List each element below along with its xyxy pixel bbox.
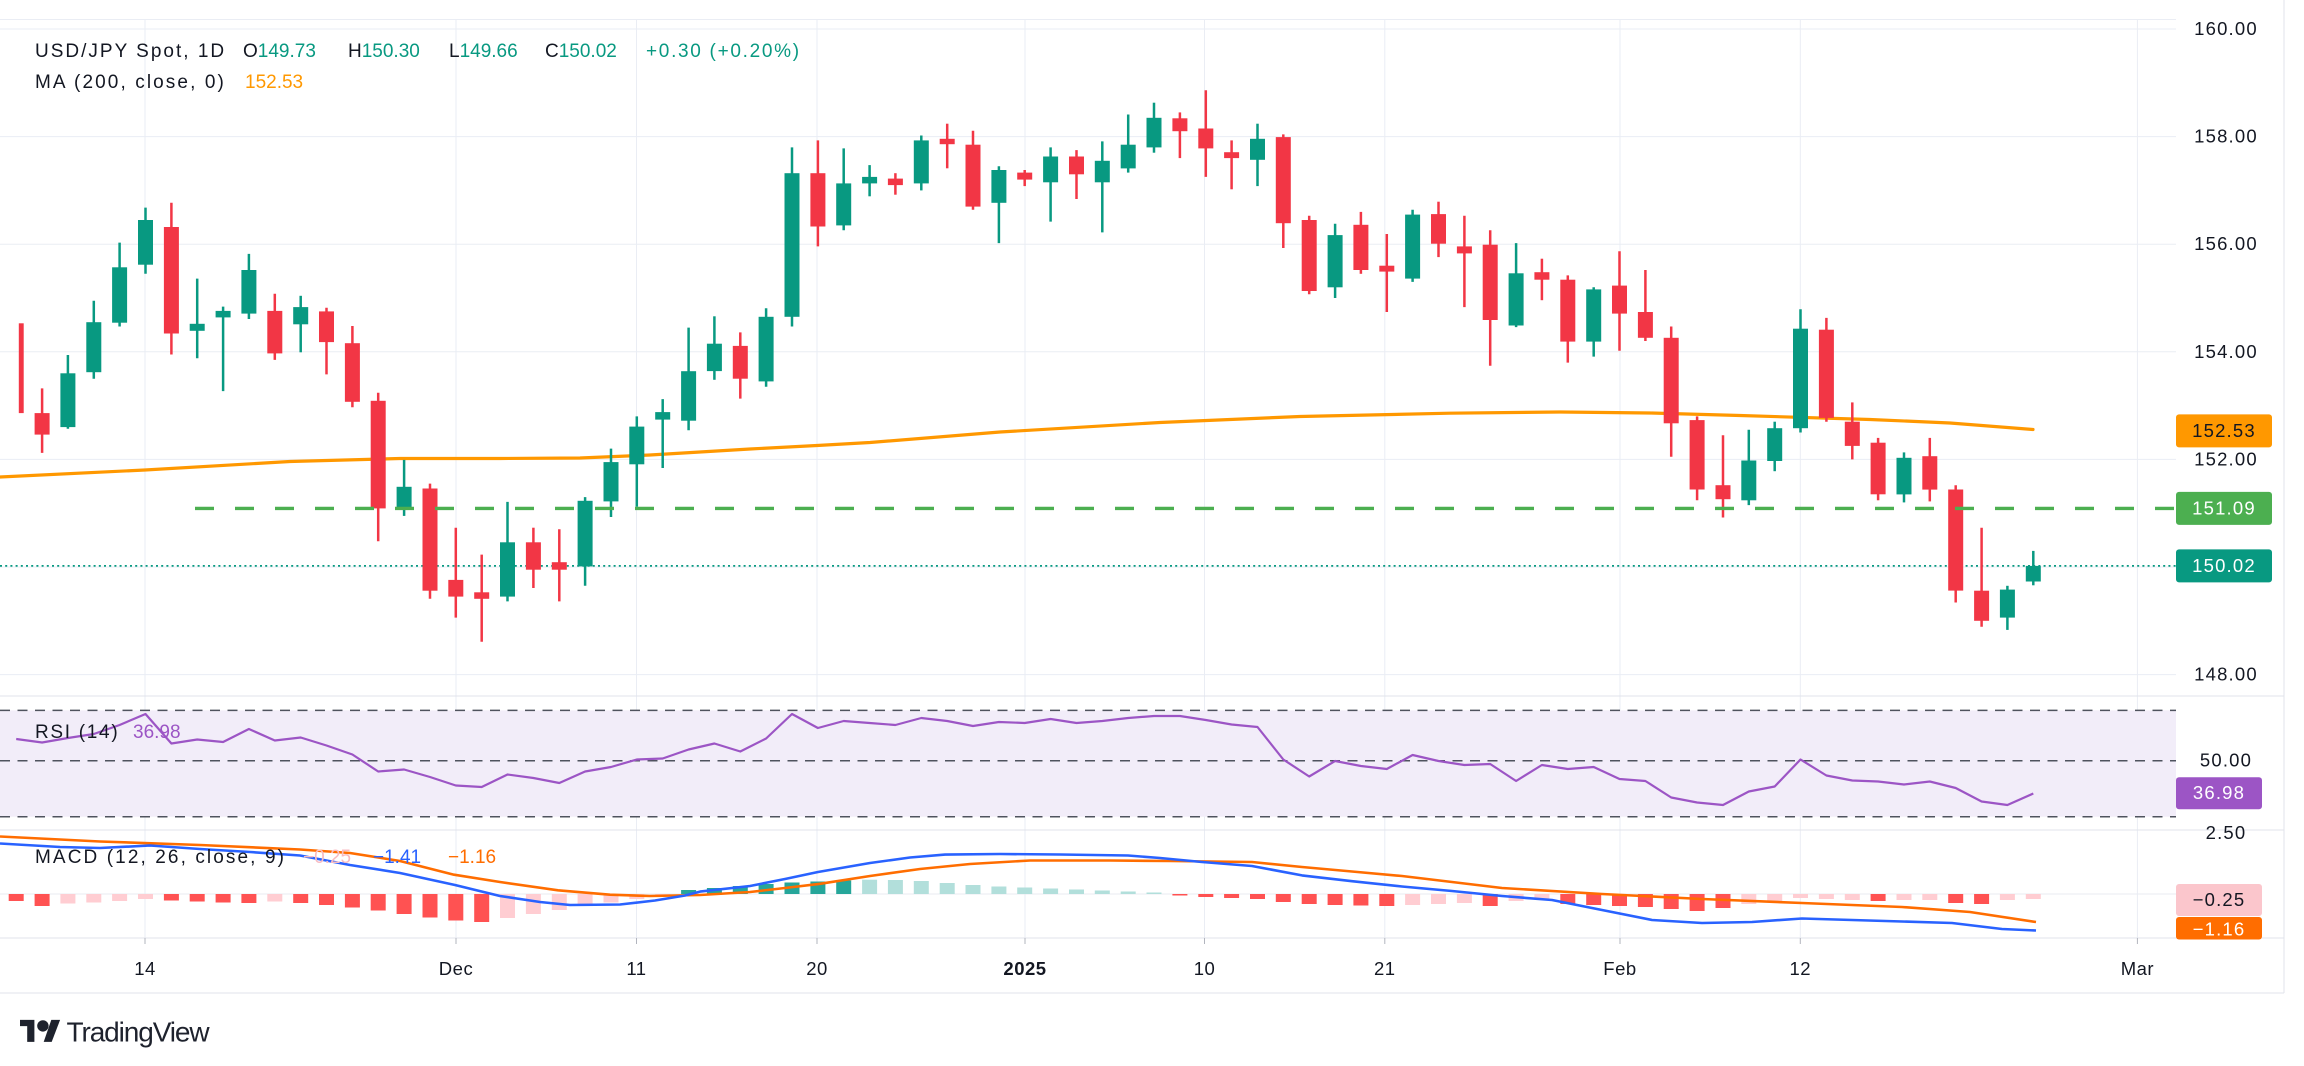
svg-text:152.53: 152.53 bbox=[245, 72, 303, 93]
svg-text:11: 11 bbox=[626, 958, 646, 979]
svg-text:L149.66: L149.66 bbox=[449, 41, 518, 62]
svg-text:12: 12 bbox=[1790, 958, 1812, 979]
svg-text:50.00: 50.00 bbox=[2200, 750, 2252, 771]
svg-text:+0.30 (+0.20%): +0.30 (+0.20%) bbox=[646, 41, 801, 62]
svg-text:−1.41: −1.41 bbox=[373, 847, 421, 868]
svg-text:160.00: 160.00 bbox=[2194, 18, 2258, 39]
svg-text:MACD (12, 26, close, 9): MACD (12, 26, close, 9) bbox=[35, 847, 286, 868]
svg-text:21: 21 bbox=[1374, 958, 1396, 979]
svg-text:156.00: 156.00 bbox=[2194, 233, 2258, 254]
svg-text:−0.25: −0.25 bbox=[303, 847, 351, 868]
svg-text:36.98: 36.98 bbox=[2193, 782, 2245, 803]
svg-text:2.50: 2.50 bbox=[2206, 822, 2247, 843]
svg-text:O149.73: O149.73 bbox=[243, 41, 316, 62]
svg-text:RSI (14): RSI (14) bbox=[35, 722, 119, 743]
svg-text:−0.25: −0.25 bbox=[2193, 889, 2246, 910]
svg-text:20: 20 bbox=[806, 958, 828, 979]
svg-text:36.98: 36.98 bbox=[133, 722, 181, 743]
svg-text:158.00: 158.00 bbox=[2194, 126, 2258, 147]
svg-text:152.00: 152.00 bbox=[2194, 448, 2258, 469]
svg-text:MA (200, close, 0): MA (200, close, 0) bbox=[35, 72, 226, 93]
svg-text:Mar: Mar bbox=[2121, 958, 2154, 979]
svg-text:148.00: 148.00 bbox=[2194, 664, 2258, 685]
svg-text:2025: 2025 bbox=[1003, 958, 1046, 979]
svg-text:Feb: Feb bbox=[1603, 958, 1636, 979]
svg-text:H150.30: H150.30 bbox=[348, 41, 420, 62]
svg-text:−1.16: −1.16 bbox=[2193, 919, 2246, 940]
svg-text:−1.16: −1.16 bbox=[448, 847, 496, 868]
svg-text:152.53: 152.53 bbox=[2192, 420, 2256, 441]
svg-text:USD/JPY Spot, 1D: USD/JPY Spot, 1D bbox=[35, 41, 226, 62]
svg-text:14: 14 bbox=[134, 958, 156, 979]
svg-text:TradingView: TradingView bbox=[67, 1017, 211, 1048]
svg-text:154.00: 154.00 bbox=[2194, 341, 2258, 362]
svg-text:C150.02: C150.02 bbox=[545, 41, 617, 62]
svg-text:10: 10 bbox=[1194, 958, 1216, 979]
svg-text:151.09: 151.09 bbox=[2192, 497, 2256, 518]
svg-text:Dec: Dec bbox=[439, 958, 473, 979]
svg-text:150.02: 150.02 bbox=[2192, 555, 2256, 576]
